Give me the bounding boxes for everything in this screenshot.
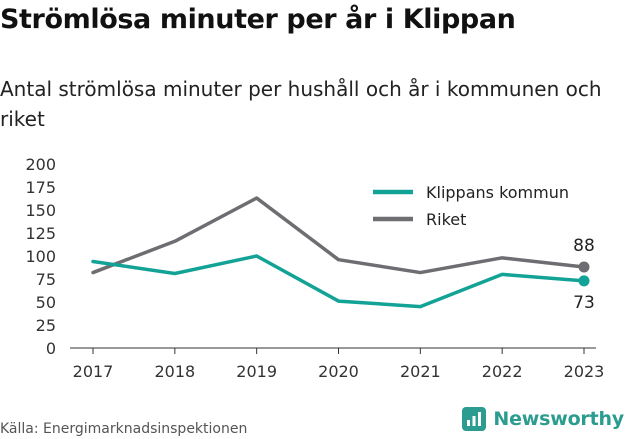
brand-logo: Newsworthy [462,407,624,431]
y-tick-label: 100 [25,247,56,266]
series-end-point [578,275,590,287]
legend-background [365,176,597,234]
legend: Klippans kommun Riket [365,176,597,234]
x-tick-label: 2020 [318,362,359,381]
y-tick-label: 175 [25,178,56,197]
chart-subtitle: Antal strömlösa minuter per hushåll och … [0,77,602,131]
source-note: Källa: Energimarknadsinspektionen [0,421,248,437]
x-tick-label: 2018 [154,362,195,381]
x-tick-label: 2023 [564,362,605,381]
x-tick-label: 2019 [236,362,277,381]
y-tick-label: 150 [25,201,56,220]
legend-label: Klippans kommun [426,183,569,202]
y-tick-label: 0 [46,339,56,358]
series-layer [91,196,590,309]
series-line-klippan [91,254,586,309]
y-tick-label: 25 [36,316,56,335]
y-tick-label: 75 [36,270,56,289]
y-tick-label: 200 [25,155,56,174]
y-axis: 0 25 50 75 100 125 150 175 200 [25,155,56,358]
end-label-riket: 88 [573,236,595,256]
series-line-riket [91,196,586,275]
end-labels: 73 88 [573,236,595,313]
series-end-point [578,261,590,273]
newsworthy-logo-icon [462,407,487,431]
x-tick-label: 2021 [400,362,441,381]
end-label-klippan: 73 [573,293,595,313]
x-axis: 2017 2018 2019 2020 2021 2022 2023 [70,347,605,381]
x-tick-label: 2017 [73,362,114,381]
x-tick-label: 2022 [482,362,523,381]
brand-name: Newsworthy [493,408,624,430]
y-tick-label: 125 [25,224,56,243]
chart-title: Strömlösa minuter per år i Klippan [0,4,516,35]
y-tick-label: 50 [36,293,56,312]
legend-label: Riket [426,210,466,229]
